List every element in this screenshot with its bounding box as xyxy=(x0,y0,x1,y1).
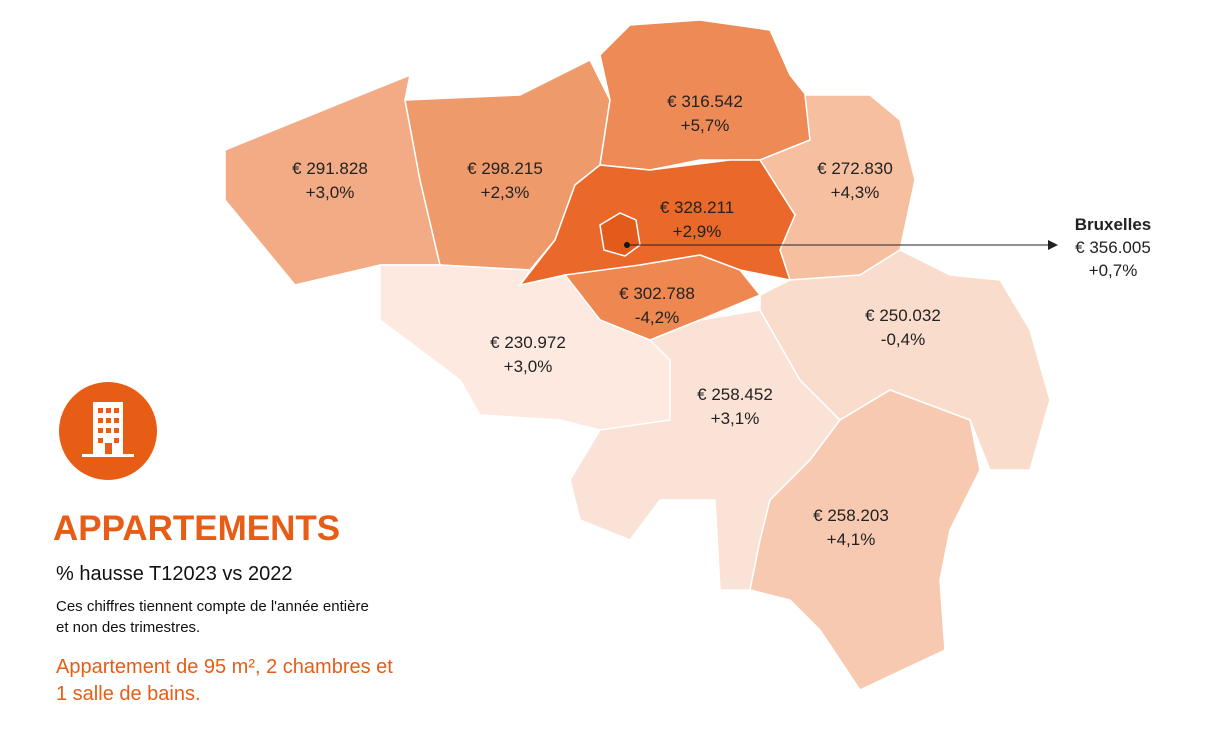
region-price: € 328.211 xyxy=(660,198,734,217)
note-line: et non des trimestres. xyxy=(56,619,200,636)
regions xyxy=(224,19,1051,691)
region-price: € 258.452 xyxy=(697,385,773,404)
description-line: 1 salle de bains. xyxy=(56,683,201,705)
title: APPARTEMENTS xyxy=(53,509,340,548)
region-change: +3,1% xyxy=(711,409,760,428)
region-liege xyxy=(759,249,1051,471)
region-price: € 298.215 xyxy=(467,159,543,178)
region-price: € 291.828 xyxy=(292,159,368,178)
region-price: € 258.203 xyxy=(813,506,889,525)
region-price: € 302.788 xyxy=(619,284,695,303)
region-change: +3,0% xyxy=(306,183,355,202)
region-change: -0,4% xyxy=(881,330,925,349)
region-change: +5,7% xyxy=(681,116,730,135)
region-change: +4,1% xyxy=(827,530,876,549)
description-line: Appartement de 95 m², 2 chambres et xyxy=(56,656,393,678)
brussels-price: € 356.005 xyxy=(1075,238,1151,257)
region-labels: € 291.828 +3,0% € 298.215 +2,3% € 316.54… xyxy=(292,92,941,549)
brussels-change: +0,7% xyxy=(1089,261,1138,280)
region-luxembourg xyxy=(749,389,981,691)
brussels-name: Bruxelles xyxy=(1075,215,1152,234)
building-icon xyxy=(59,382,157,480)
note-line: Ces chiffres tiennent compte de l'année … xyxy=(56,598,369,615)
region-change: -4,2% xyxy=(635,308,679,327)
region-price: € 230.972 xyxy=(490,333,566,352)
region-price: € 250.032 xyxy=(865,306,941,325)
region-change: +3,0% xyxy=(504,357,553,376)
region-price: € 272.830 xyxy=(817,159,893,178)
subtitle: % hausse T12023 vs 2022 xyxy=(56,563,292,585)
region-change: +2,3% xyxy=(481,183,530,202)
region-change: +2,9% xyxy=(673,222,722,241)
icon-ground xyxy=(82,454,134,457)
brussels-callout: Bruxelles € 356.005 +0,7% xyxy=(624,215,1151,280)
icon-windows xyxy=(98,408,119,454)
region-price: € 316.542 xyxy=(667,92,743,111)
region-change: +4,3% xyxy=(831,183,880,202)
callout-arrow xyxy=(1048,240,1058,250)
